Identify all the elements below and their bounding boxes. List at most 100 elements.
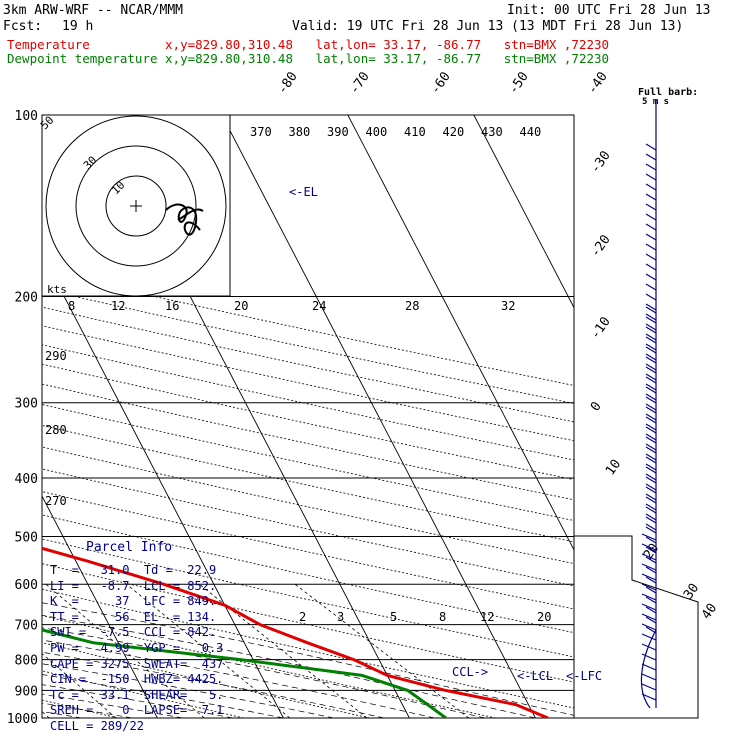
isotherm-label: 10 [603, 457, 624, 478]
wind-barb [645, 376, 657, 384]
wind-barb [645, 453, 657, 461]
isotherm-label: 30 [681, 581, 702, 602]
isotherm-label: -50 [506, 69, 532, 97]
lower-right-extension [574, 535, 699, 719]
wind-barb [645, 303, 657, 311]
wind-barb [645, 366, 657, 374]
wind-barb [641, 543, 657, 551]
dry-adiabat [42, 468, 574, 587]
wind-barb [641, 643, 657, 651]
wind-barb [645, 333, 657, 341]
theta-label: 430 [481, 125, 503, 139]
isotherm-label: 0 [588, 399, 605, 414]
isotherm-line [473, 115, 574, 309]
isotherm-line [347, 115, 574, 551]
wind-barb [645, 356, 657, 364]
wind-barb [641, 613, 657, 621]
pressure-label: 300 [15, 397, 38, 412]
wind-barb [641, 623, 657, 631]
theta-low-label: 270 [45, 494, 67, 508]
wind-barb [645, 336, 657, 344]
wind-barb [645, 373, 657, 381]
forecast-label: Fcst: [3, 19, 43, 34]
wind-barb [645, 403, 657, 411]
wind-barb [641, 533, 657, 541]
hodograph-ring [105, 175, 167, 237]
isotherm-line [221, 115, 536, 718]
wind-barb [645, 456, 657, 464]
wind-barb [641, 603, 657, 611]
wind-barb [645, 426, 657, 434]
dry-adiabat [42, 325, 574, 442]
hodograph-ring [45, 115, 227, 297]
theta-label: 390 [327, 125, 349, 139]
wind-barb [645, 213, 657, 221]
wind-barb [641, 573, 657, 581]
kts-label: kts [47, 283, 67, 296]
hodo-speed-label: 16 [165, 299, 179, 313]
hodograph-trace [165, 203, 204, 236]
theta-label: 370 [250, 125, 272, 139]
wind-barb [641, 633, 657, 641]
wind-barb [641, 593, 657, 601]
isotherm-label: -30 [588, 148, 614, 176]
isotherm-label: -70 [347, 69, 373, 97]
theta-label: 420 [443, 125, 465, 139]
barb-legend-unit: 5 m s [642, 97, 669, 107]
pressure-label: 500 [15, 530, 38, 545]
wind-barb [645, 143, 657, 151]
wind-barb [645, 423, 657, 431]
wind-barb [645, 566, 657, 574]
parcel-info-row: K = 37 LFC = 849. [50, 594, 217, 609]
wind-barb [645, 343, 657, 351]
mixing-ratio-label: 3 [337, 610, 344, 624]
parcel-info-row: CELL = 289/22 [50, 719, 144, 733]
mixing-ratio-label: 8 [439, 610, 446, 624]
pressure-label: 1000 [7, 712, 38, 727]
parcel-info-box: Parcel Info T = 31.0 Td = 22.9 LI = -8.7 … [42, 538, 232, 733]
mixing-ratio-line [126, 583, 291, 718]
pressure-label: 700 [15, 619, 38, 634]
parcel-info-row: LI = -8.7 LCL = 852. [50, 578, 217, 593]
parcel-info-row: T = 31.0 Td = 22.9 [50, 563, 217, 577]
wind-barb [645, 203, 657, 211]
wind-barb [645, 386, 657, 394]
wind-barb [645, 346, 657, 354]
hodo-speed-label: 32 [501, 299, 515, 313]
wind-barb [645, 316, 657, 324]
wind-barb [645, 576, 657, 584]
dewpoint-legend: Dewpoint temperature x,y=829.80,310.48 l… [7, 51, 610, 66]
wind-barb [645, 243, 657, 251]
mixing-ratio-label: 20 [537, 610, 551, 624]
pressure-label: 600 [15, 578, 38, 593]
wind-barb [645, 526, 657, 534]
ccl-annotation: CCL-> [452, 665, 488, 679]
wind-barb [645, 473, 657, 481]
wind-barb [645, 496, 657, 504]
wind-barb [645, 283, 657, 291]
wind-barb [645, 466, 657, 474]
wind-barb [645, 223, 657, 231]
isotherm-label: -10 [588, 314, 614, 342]
parcel-info-title: Parcel Info [86, 540, 173, 555]
wind-barb [645, 393, 657, 401]
isotherm-label: -80 [275, 69, 301, 97]
temperature-legend: Temperature x,y=829.80,310.48 lat,lon= 3… [7, 37, 610, 52]
wind-barb [641, 563, 657, 571]
parcel-info-row: CIN = -150 HWBZ= 4425. [50, 672, 224, 687]
wind-barb [645, 516, 657, 524]
theta-label: 410 [404, 125, 426, 139]
pressure-label: 100 [15, 109, 38, 124]
pressure-label: 400 [15, 472, 38, 487]
wind-barb [645, 163, 657, 171]
wind-barb [641, 583, 657, 591]
wind-barb [645, 446, 657, 454]
wind-barb [645, 273, 657, 281]
isotherm-label: -40 [585, 69, 611, 97]
wind-barb [645, 253, 657, 261]
theta-low-label: 290 [45, 349, 67, 363]
parcel-info-row: TT = 56 EL = 134. [50, 609, 217, 624]
wind-barb [645, 233, 657, 241]
mixing-ratio-label: 2 [299, 610, 306, 624]
mixing-ratio-line [294, 583, 470, 718]
